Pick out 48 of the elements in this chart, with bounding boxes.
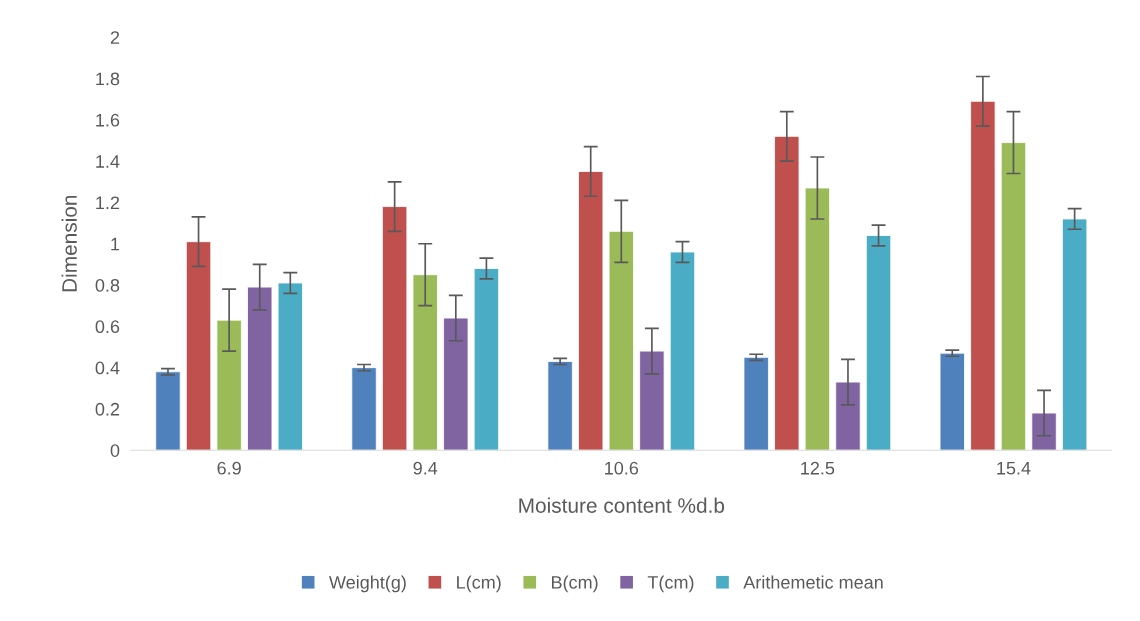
x-tick-label: 12.5	[801, 461, 835, 475]
bar	[443, 317, 469, 451]
y-tick-label: 0.8	[95, 278, 120, 292]
bar	[578, 171, 604, 451]
legend-label: L(cm)	[457, 575, 501, 593]
y-tick-label: 1.4	[96, 155, 120, 168]
bar	[1000, 142, 1027, 451]
bar	[547, 361, 573, 451]
bar	[351, 367, 377, 451]
legend-label: Weight(g)	[329, 575, 406, 593]
x-tick-label: 9.4	[413, 461, 438, 475]
bar	[939, 352, 965, 451]
bar	[1061, 218, 1088, 451]
bar	[277, 282, 303, 451]
y-tick-label: 2	[110, 31, 120, 44]
bar	[1031, 412, 1057, 451]
legend-label: B(cm)	[551, 575, 598, 593]
bar	[804, 187, 831, 451]
bar	[155, 371, 181, 451]
bar	[639, 350, 665, 451]
x-tick-label: 10.6	[605, 461, 639, 475]
y-tick-label: 1	[111, 237, 120, 251]
y-tick-label: 0	[110, 444, 120, 457]
bar	[774, 135, 800, 451]
x-tick-label: 15.4	[997, 462, 1031, 475]
y-tick-label: 0.4	[95, 361, 120, 375]
bar	[247, 286, 273, 451]
bar	[185, 241, 212, 451]
y-tick-label: 1.6	[96, 113, 120, 127]
x-tick-label: 6.9	[217, 461, 241, 475]
y-axis-title: Dimension	[61, 195, 77, 292]
bar	[473, 268, 500, 451]
bar	[608, 230, 634, 451]
bar	[412, 274, 438, 451]
y-tick-label: 1.2	[96, 196, 120, 209]
y-tick-label: 1.8	[96, 72, 120, 86]
bar	[865, 235, 892, 451]
bar	[381, 206, 408, 451]
bar	[970, 100, 996, 451]
x-axis-title: Moisture content %d.b	[519, 497, 725, 513]
legend-label: Arithemetic mean	[743, 575, 883, 589]
bar	[216, 319, 242, 451]
bar	[743, 356, 769, 451]
y-tick-label: 0.6	[95, 320, 120, 334]
y-tick-label: 0.2	[95, 402, 120, 416]
bar	[669, 251, 696, 451]
legend-label: T(cm)	[647, 575, 694, 593]
bar	[835, 381, 861, 451]
